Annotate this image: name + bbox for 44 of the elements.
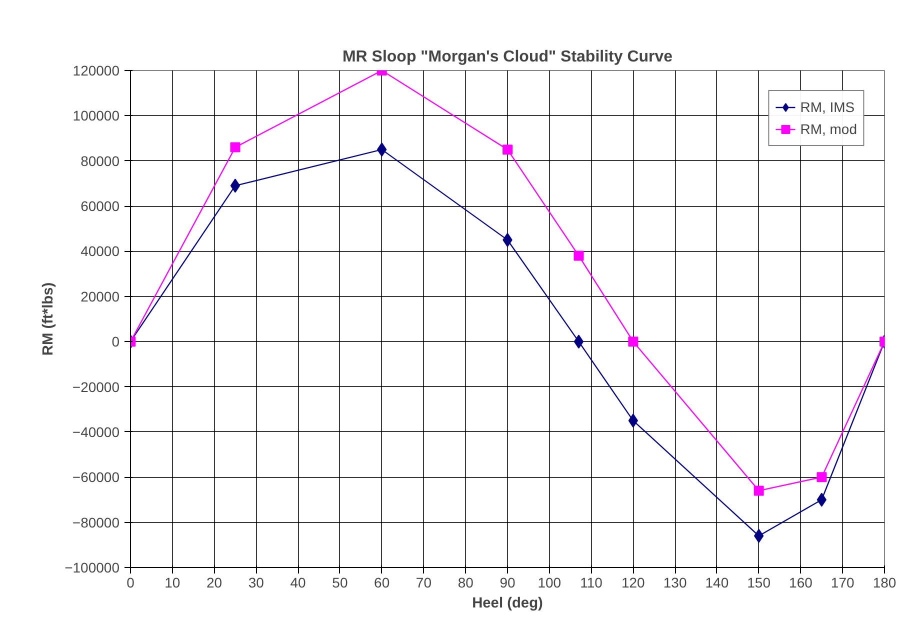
point	[628, 336, 638, 347]
y-tick-label: 20000	[80, 288, 120, 304]
point	[754, 486, 764, 496]
y-tick-label: −80000	[72, 514, 120, 530]
x-tick-label: 20	[206, 574, 222, 590]
x-tick-label: 120	[621, 574, 646, 590]
point	[574, 250, 584, 261]
point	[230, 178, 240, 193]
x-tick-label: 180	[872, 574, 896, 590]
y-tick-label: 0	[112, 334, 120, 350]
x-axis-title: Heel (deg)	[472, 596, 544, 612]
x-tick-label: 60	[374, 574, 390, 590]
x-tick-label: 0	[126, 574, 135, 590]
y-tick-label: −60000	[72, 469, 120, 486]
x-tick-label: 50	[332, 574, 348, 590]
y-tick-label: 40000	[80, 243, 120, 260]
x-tick-label: 160	[789, 574, 813, 590]
chart-title: MR Sloop "Morgan's Cloud" Stability Curve	[342, 48, 673, 66]
x-tick-label: 100	[538, 574, 562, 590]
y-tick-label: 80000	[80, 152, 120, 169]
x-tick-label: 10	[164, 574, 180, 590]
x-tick-label: 90	[500, 574, 516, 590]
x-tick-label: 150	[747, 574, 771, 590]
y-tick-label: −100000	[64, 560, 120, 576]
x-tick-label: 110	[580, 574, 603, 590]
x-tick-label: 30	[248, 574, 264, 590]
y-tick-label: 120000	[72, 62, 120, 78]
y-tick-label: −40000	[72, 424, 120, 440]
x-tick-label: 170	[830, 574, 855, 590]
y-tick-label: −20000	[72, 378, 120, 395]
point	[502, 144, 512, 155]
x-tick-label: 40	[290, 574, 306, 590]
legend-label: RM, mod	[800, 121, 857, 137]
y-tick-label: 100000	[72, 108, 120, 124]
x-tick-label: 140	[705, 574, 729, 590]
y-axis-title: RM (ft*lbs)	[40, 282, 57, 356]
y-tick-label: 60000	[80, 198, 120, 214]
x-tick-label: 80	[458, 574, 474, 590]
point	[574, 334, 584, 349]
point	[816, 472, 827, 482]
x-tick-label: 70	[416, 574, 432, 590]
x-tick-label: 130	[663, 574, 687, 590]
point	[230, 142, 240, 152]
legend-label: RM, IMS	[800, 99, 855, 115]
